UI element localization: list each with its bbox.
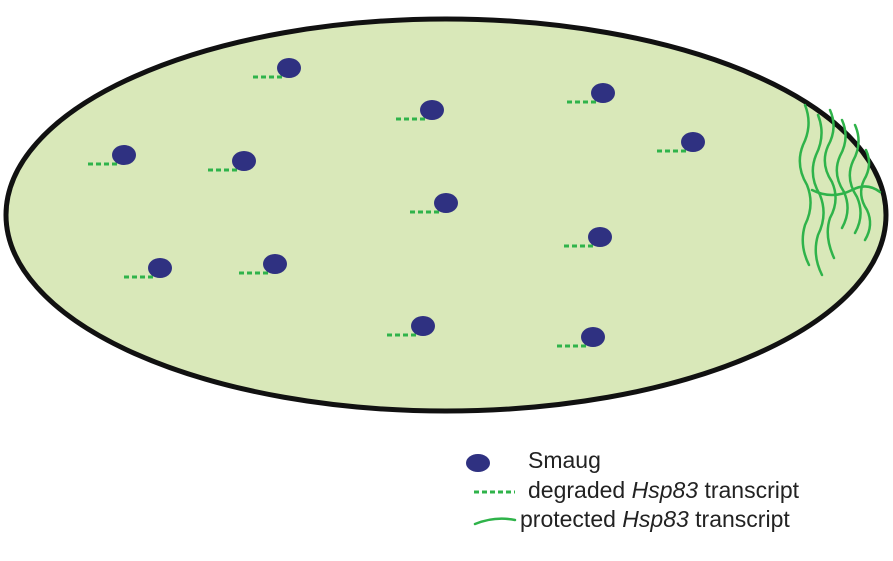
legend-text: degraded (528, 477, 625, 503)
smaug-protein (591, 83, 615, 103)
legend-wavy (475, 519, 515, 524)
legend-text: Smaug (528, 447, 601, 473)
smaug-protein (581, 327, 605, 347)
smaug-protein (277, 58, 301, 78)
smaug-protein (232, 151, 256, 171)
legend: Smaug degraded Hsp83 transcript protecte… (466, 447, 800, 532)
embryo (6, 19, 886, 411)
legend-label: protected Hsp83 transcript (520, 506, 790, 532)
legend-label: degraded Hsp83 transcript (528, 477, 800, 503)
diagram: Smaug degraded Hsp83 transcript protecte… (0, 0, 893, 561)
legend-text: transcript (695, 506, 790, 532)
legend-label: Smaug (528, 447, 601, 473)
smaug-protein (420, 100, 444, 120)
legend-dot (466, 454, 490, 472)
smaug-protein (681, 132, 705, 152)
legend-text: Hsp83 (632, 477, 699, 503)
legend-text: protected (520, 506, 616, 532)
smaug-protein (411, 316, 435, 336)
smaug-protein (588, 227, 612, 247)
smaug-protein (148, 258, 172, 278)
legend-text: Hsp83 (622, 506, 689, 532)
smaug-protein (263, 254, 287, 274)
legend-text: transcript (704, 477, 799, 503)
smaug-protein (434, 193, 458, 213)
smaug-protein (112, 145, 136, 165)
